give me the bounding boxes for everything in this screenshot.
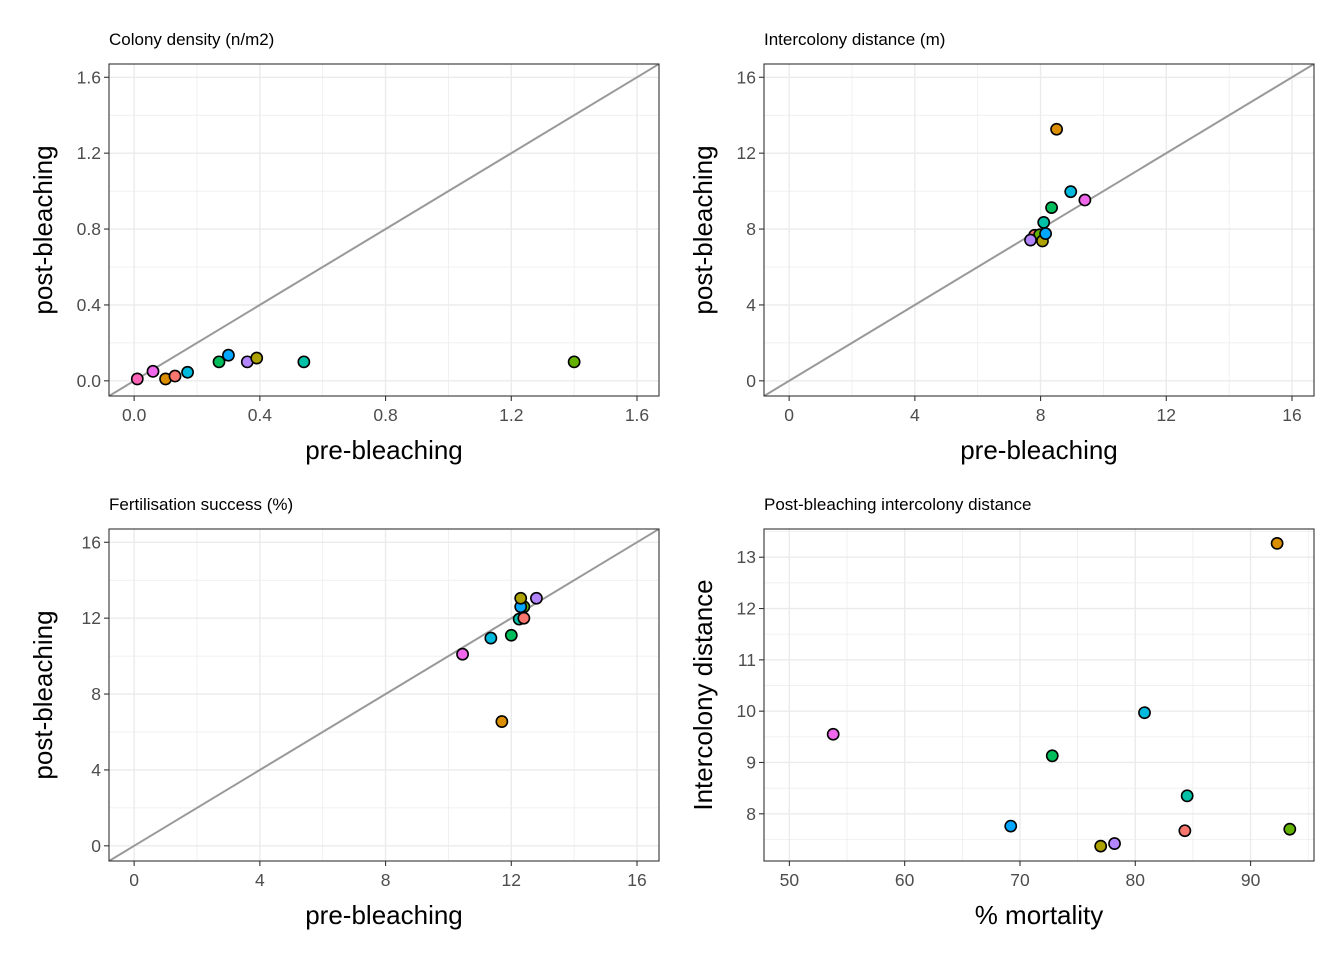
panel-border [108,528,660,862]
x-tick-label: 1.2 [499,405,523,425]
x-tick-label: 80 [1126,870,1146,890]
data-point [222,348,235,362]
panel-2: 0 4 8 12 16 0 4 8 12 16 Intercolony distance (m) pr… [688,30,1315,465]
panel-title: Fertilisation success (%) [109,495,293,514]
x-tick-label: 12 [502,870,521,890]
plot-background [764,529,1314,861]
data-point [530,591,543,605]
data-point [250,351,264,365]
data-point [484,631,498,645]
x-tick-label: 16 [627,870,646,890]
x-tick-label: 0 [129,870,139,890]
x-tick-label: 4 [910,405,920,425]
panel-border [108,63,660,397]
y-tick-label: 16 [737,67,756,87]
panel-title: Post-bleaching intercolony distance [764,495,1031,514]
panel-3: 0 4 8 12 16 0 4 8 12 16 Fertilisation success (%) p… [28,495,660,930]
x-tick-label: 60 [895,870,915,890]
data-point [514,591,528,605]
data-point [1037,216,1051,229]
data-point [826,727,840,741]
x-tick-label: 16 [1282,405,1301,425]
y-tick-label: 12 [737,599,756,619]
data-point [1024,233,1037,247]
x-tick-label: 0.0 [122,405,147,425]
y-axis-title: post-bleaching [28,145,58,314]
y-tick-label: 10 [737,701,757,721]
y-axis-title: post-bleaching [688,145,718,314]
x-tick-label: 8 [381,870,391,890]
data-point [212,355,226,369]
x-tick-label: 1.6 [625,405,649,425]
data-point [297,355,311,369]
data-point [495,715,509,728]
y-axis-title: post-bleaching [28,610,58,779]
x-tick-label: 0 [784,405,794,425]
data-point [181,365,194,379]
data-point [130,372,144,386]
data-point [1064,185,1078,199]
data-point [1039,227,1052,241]
x-tick-label: 8 [1036,405,1046,425]
panel-border [763,63,1315,397]
y-tick-label: 0 [91,836,101,856]
y-tick-label: 0.4 [77,295,102,315]
x-tick-label: 0.8 [373,405,397,425]
identity-line [109,64,659,396]
panel-border [763,528,1315,862]
data-point [1094,839,1108,853]
data-point [146,364,160,378]
y-tick-label: 0.8 [77,219,101,239]
data-point [504,628,518,642]
identity-line [109,529,659,861]
y-tick-label: 0.0 [77,371,102,391]
x-axis-title: pre-bleaching [305,435,463,465]
data-point [1078,193,1092,207]
y-tick-label: 9 [746,752,756,772]
data-point [517,611,531,625]
y-tick-label: 1.2 [77,143,101,163]
y-tick-label: 16 [82,532,101,552]
y-tick-label: 11 [738,650,756,670]
y-tick-label: 4 [91,760,101,780]
panel-title: Colony density (n/m2) [109,30,274,49]
panel-title: Intercolony distance (m) [764,30,945,49]
data-point [1004,819,1018,833]
y-tick-label: 1.6 [77,67,101,87]
y-tick-label: 13 [737,547,756,567]
data-point [1108,837,1121,850]
data-point [1283,822,1297,836]
x-axis-title: pre-bleaching [305,900,463,930]
data-point [1138,706,1151,720]
x-axis-title: % mortality [975,900,1104,930]
x-axis-title: pre-bleaching [960,435,1118,465]
y-tick-label: 12 [82,608,101,628]
data-point [1045,749,1059,763]
y-tick-label: 0 [746,371,756,391]
data-point [1178,824,1192,838]
data-point [1045,201,1058,215]
panel-4: 50 60 70 80 90 8 9 10 11 12 13 Post-bleaching inter… [688,495,1315,930]
y-tick-label: 8 [746,219,756,239]
data-point [456,647,469,661]
data-point [168,369,182,383]
data-point [567,355,581,369]
x-tick-label: 90 [1241,870,1261,890]
panel-1: 0.0 0.4 0.8 1.2 1.6 0.0 0.4 0.8 1.2 1.6 Colony den… [28,30,660,465]
y-axis-title: Intercolony distance [688,579,718,810]
data-point [1270,536,1284,550]
x-tick-label: 4 [255,870,265,890]
x-tick-label: 70 [1010,870,1030,890]
data-point [1180,789,1194,803]
x-tick-label: 50 [780,870,800,890]
data-point [1050,122,1063,136]
y-tick-label: 8 [91,684,101,704]
y-tick-label: 4 [746,295,756,315]
y-tick-label: 12 [737,143,756,163]
x-tick-label: 12 [1157,405,1176,425]
x-tick-label: 0.4 [248,405,273,425]
y-tick-label: 8 [746,804,756,824]
